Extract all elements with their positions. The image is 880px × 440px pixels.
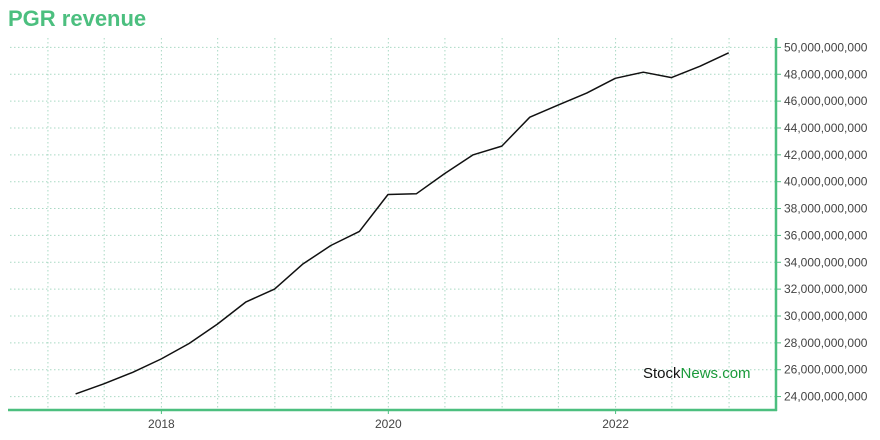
y-tick-label: 36,000,000,000 bbox=[784, 228, 868, 242]
chart-title: PGR revenue bbox=[8, 6, 147, 31]
y-tick-label: 50,000,000,000 bbox=[784, 40, 868, 54]
watermark-part-stock: Stock bbox=[643, 365, 681, 382]
y-tick-label: 42,000,000,000 bbox=[784, 148, 868, 162]
y-tick-label: 26,000,000,000 bbox=[784, 363, 868, 377]
y-tick-label: 34,000,000,000 bbox=[784, 255, 868, 269]
revenue-series-line bbox=[75, 52, 730, 395]
x-tick-label: 2018 bbox=[148, 417, 175, 431]
series-layer bbox=[75, 52, 730, 395]
watermark-part-news: News.com bbox=[680, 365, 751, 382]
x-tick-label: 2022 bbox=[602, 417, 629, 431]
y-tick-label: 38,000,000,000 bbox=[784, 202, 868, 216]
y-tick-label: 24,000,000,000 bbox=[784, 390, 868, 404]
y-tick-label: 48,000,000,000 bbox=[784, 67, 868, 81]
label-layer: 24,000,000,000 26,000,000,000 28,000,000,0… bbox=[148, 40, 868, 431]
y-tick-label: 46,000,000,000 bbox=[784, 94, 868, 108]
grid-layer bbox=[10, 38, 776, 410]
y-tick-label: 44,000,000,000 bbox=[784, 121, 868, 135]
x-tick-label: 2020 bbox=[375, 417, 402, 431]
y-tick-label: 28,000,000,000 bbox=[784, 336, 868, 350]
y-tick-label: 40,000,000,000 bbox=[784, 175, 868, 189]
stocknews-watermark: StockNews.com bbox=[643, 365, 751, 382]
y-tick-label: 32,000,000,000 bbox=[784, 282, 868, 296]
y-tick-label: 30,000,000,000 bbox=[784, 309, 868, 323]
axis-layer bbox=[8, 38, 781, 414]
